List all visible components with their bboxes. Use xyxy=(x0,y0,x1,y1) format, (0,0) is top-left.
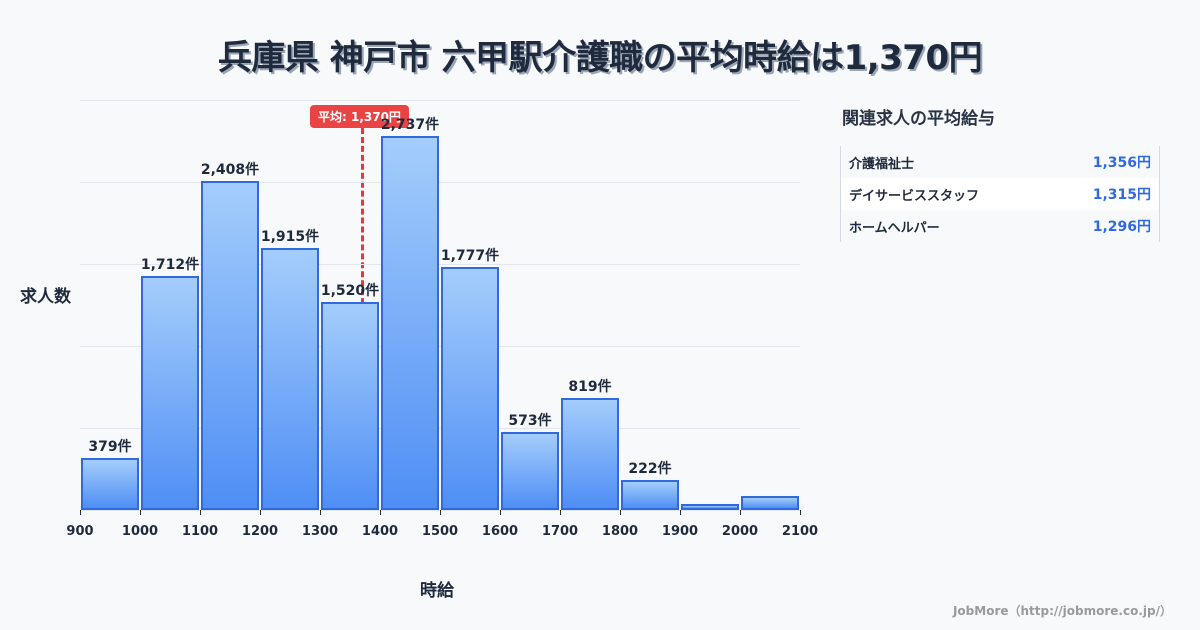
bar-value-label: 1,915件 xyxy=(260,229,320,246)
related-value: 1,315円 xyxy=(1092,187,1151,203)
bar-value-label: 2,408件 xyxy=(200,161,260,178)
related-table: 介護福祉士 1,356円 デイサービススタッフ 1,315円 ホームヘルパー 1… xyxy=(840,146,1160,242)
x-tick xyxy=(680,510,681,515)
x-tick-label: 1900 xyxy=(661,524,699,539)
histogram-bar xyxy=(261,248,319,510)
x-tick-label: 1200 xyxy=(241,524,279,539)
x-tick xyxy=(500,510,501,515)
x-tick-label: 1700 xyxy=(541,524,579,539)
x-tick xyxy=(620,510,621,515)
x-tick xyxy=(800,510,801,515)
related-value: 1,356円 xyxy=(1092,155,1151,171)
histogram-bar xyxy=(381,135,439,510)
histogram-bar xyxy=(321,302,379,510)
x-tick-label: 900 xyxy=(66,524,94,539)
bar-value-label: 2,737件 xyxy=(380,116,440,133)
x-tick xyxy=(260,510,261,515)
histogram-bar xyxy=(81,458,139,510)
x-tick xyxy=(80,510,81,515)
histogram-bar xyxy=(201,180,259,510)
x-tick-label: 1500 xyxy=(421,524,459,539)
gridline xyxy=(80,182,800,183)
related-row: 介護福祉士 1,356円 xyxy=(841,146,1159,178)
histogram-bar xyxy=(741,496,799,510)
x-axis-label: 時給 xyxy=(420,581,454,601)
x-tick xyxy=(140,510,141,515)
gridline xyxy=(80,346,800,347)
x-tick xyxy=(560,510,561,515)
x-tick xyxy=(320,510,321,515)
x-tick xyxy=(740,510,741,515)
related-value: 1,296円 xyxy=(1092,219,1151,235)
bar-value-label: 573件 xyxy=(508,412,552,429)
bar-value-label: 1,777件 xyxy=(440,248,500,265)
histogram-bar xyxy=(561,398,619,510)
x-tick-label: 1800 xyxy=(601,524,639,539)
x-tick xyxy=(380,510,381,515)
related-name: ホームヘルパー xyxy=(849,220,940,236)
average-badge: 平均: 1,370円 xyxy=(310,105,409,128)
x-tick-label: 1000 xyxy=(121,524,159,539)
related-name: 介護福祉士 xyxy=(849,156,915,172)
related-row: デイサービススタッフ 1,315円 xyxy=(841,178,1159,210)
histogram-bar xyxy=(681,504,739,510)
gridline xyxy=(80,100,800,101)
histogram-bar xyxy=(441,267,499,510)
gridline xyxy=(80,264,800,265)
y-axis-label: 求人数 xyxy=(20,287,71,307)
bar-value-label: 379件 xyxy=(88,439,132,456)
histogram-chart: 求人数 時給 平均: 1,370円 379件 1,712件 2,408件 1,915件… xyxy=(20,100,819,601)
x-tick-label: 2100 xyxy=(781,524,819,539)
bar-value-label: 1,712件 xyxy=(140,257,200,274)
x-tick-label: 1600 xyxy=(481,524,519,539)
related-name: デイサービススタッフ xyxy=(849,188,980,204)
gridline xyxy=(80,428,800,429)
bar-value-label: 222件 xyxy=(628,460,672,477)
x-tick xyxy=(200,510,201,515)
histogram-bar xyxy=(501,431,559,510)
x-tick xyxy=(440,510,441,515)
x-tick-label: 2000 xyxy=(721,524,759,539)
x-tick-label: 1100 xyxy=(181,524,219,539)
bar-value-label: 819件 xyxy=(568,379,612,396)
x-tick-label: 1300 xyxy=(301,524,339,539)
page-title: 兵庫県 神戸市 六甲駅介護職の平均時給は1,370円 xyxy=(217,38,983,78)
x-tick-label: 1400 xyxy=(361,524,399,539)
related-title: 関連求人の平均給与 xyxy=(842,109,995,129)
histogram-bar xyxy=(621,479,679,510)
footer-credit: JobMore（http://jobmore.co.jp/） xyxy=(952,604,1172,618)
histogram-bar xyxy=(141,276,199,510)
bar-value-label: 1,520件 xyxy=(320,283,380,300)
related-row: ホームヘルパー 1,296円 xyxy=(841,210,1159,242)
